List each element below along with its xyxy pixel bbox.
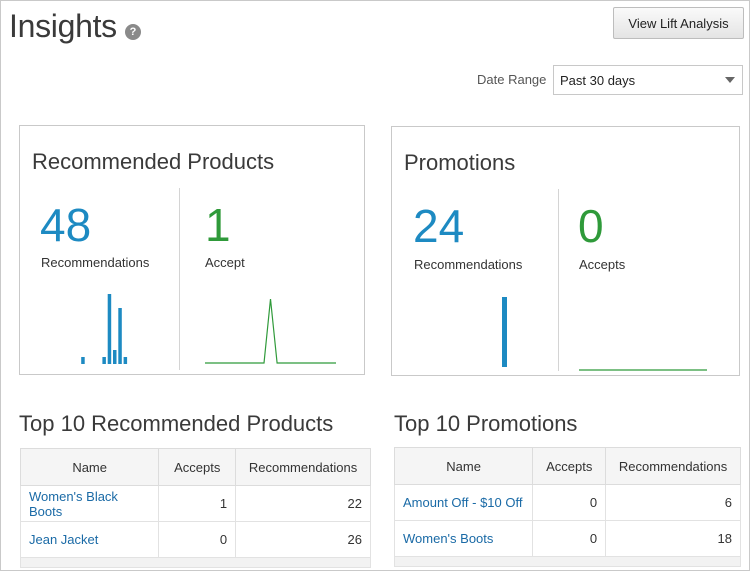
table-row: Women's Boots 0 18	[393, 520, 741, 557]
date-range-label: Date Range	[477, 72, 547, 87]
sparkline-line	[205, 298, 336, 364]
recommendations-cell: 18	[605, 520, 741, 557]
sparkline-bar	[118, 308, 122, 364]
table-footer	[394, 557, 741, 567]
date-range-select[interactable]: Past 30 days	[553, 65, 743, 95]
promotions-accepts-count: 0	[578, 200, 604, 252]
column-header-name[interactable]: Name	[19, 448, 160, 486]
sparkline-bar	[102, 357, 106, 364]
column-header-recommendations[interactable]: Recommendations	[605, 447, 741, 485]
sparkline-bar	[81, 357, 85, 364]
recommendations-cell: 22	[235, 485, 371, 522]
promotions-card: Promotions 24 Recommendations 0 Accepts	[391, 126, 740, 376]
recommended-products-title: Recommended Products	[32, 149, 275, 174]
table-row: Amount Off - $10 Off 0 6	[393, 484, 741, 521]
promotions-recommendations-sparkline	[502, 297, 507, 367]
recommendations-cell: 6	[605, 484, 741, 521]
top-products-title: Top 10 Recommended Products	[19, 411, 334, 436]
top-promotions-title: Top 10 Promotions	[394, 411, 578, 436]
promotions-title: Promotions	[404, 150, 516, 175]
promotions-recommendations-count: 24	[413, 200, 465, 252]
top-products-table: Name Accepts Recommendations Women's Bla…	[19, 448, 371, 558]
date-range-value: Past 30 days	[560, 73, 636, 88]
sparkline-bar	[113, 350, 117, 364]
card-divider	[179, 188, 180, 370]
column-header-accepts[interactable]: Accepts	[158, 448, 237, 486]
page-title: Insights	[9, 8, 117, 44]
chevron-down-icon	[725, 77, 735, 83]
table-row: Jean Jacket 0 26	[19, 521, 371, 558]
promotion-link[interactable]: Women's Boots	[393, 520, 534, 557]
sparkline-bar	[107, 294, 112, 364]
products-recommendations-count: 48	[40, 199, 92, 251]
promotions-accepts-label: Accepts	[579, 257, 626, 272]
card-divider	[558, 189, 559, 371]
table-footer	[20, 558, 371, 568]
table-row: Women's Black Boots 1 22	[19, 485, 371, 522]
recommendations-cell: 26	[235, 521, 371, 558]
accepts-cell: 0	[532, 484, 607, 521]
products-accepts-sparkline	[205, 298, 336, 364]
accepts-cell: 0	[532, 520, 607, 557]
column-header-name[interactable]: Name	[393, 447, 534, 485]
table-header-row: Name Accepts Recommendations	[19, 448, 371, 486]
sparkline-bar	[123, 357, 128, 364]
products-accepts-label: Accept	[205, 255, 245, 270]
top-promotions-table: Name Accepts Recommendations Amount Off …	[393, 447, 741, 557]
product-link[interactable]: Women's Black Boots	[19, 485, 160, 522]
column-header-recommendations[interactable]: Recommendations	[235, 448, 371, 486]
product-link[interactable]: Jean Jacket	[19, 521, 160, 558]
view-lift-analysis-button[interactable]: View Lift Analysis	[613, 7, 744, 39]
promotions-accepts-sparkline	[579, 369, 707, 371]
help-icon[interactable]: ?	[125, 24, 141, 40]
products-recommendations-sparkline	[81, 294, 128, 364]
sparkline-bar	[502, 297, 507, 367]
accepts-cell: 1	[158, 485, 237, 522]
promotions-recommendations-label: Recommendations	[414, 257, 523, 272]
products-accepts-count: 1	[205, 199, 231, 251]
accepts-cell: 0	[158, 521, 237, 558]
column-header-accepts[interactable]: Accepts	[532, 447, 607, 485]
recommended-products-card: Recommended Products 48 Recommendations …	[19, 125, 365, 375]
table-header-row: Name Accepts Recommendations	[393, 447, 741, 485]
products-recommendations-label: Recommendations	[41, 255, 150, 270]
promotion-link[interactable]: Amount Off - $10 Off	[393, 484, 534, 521]
